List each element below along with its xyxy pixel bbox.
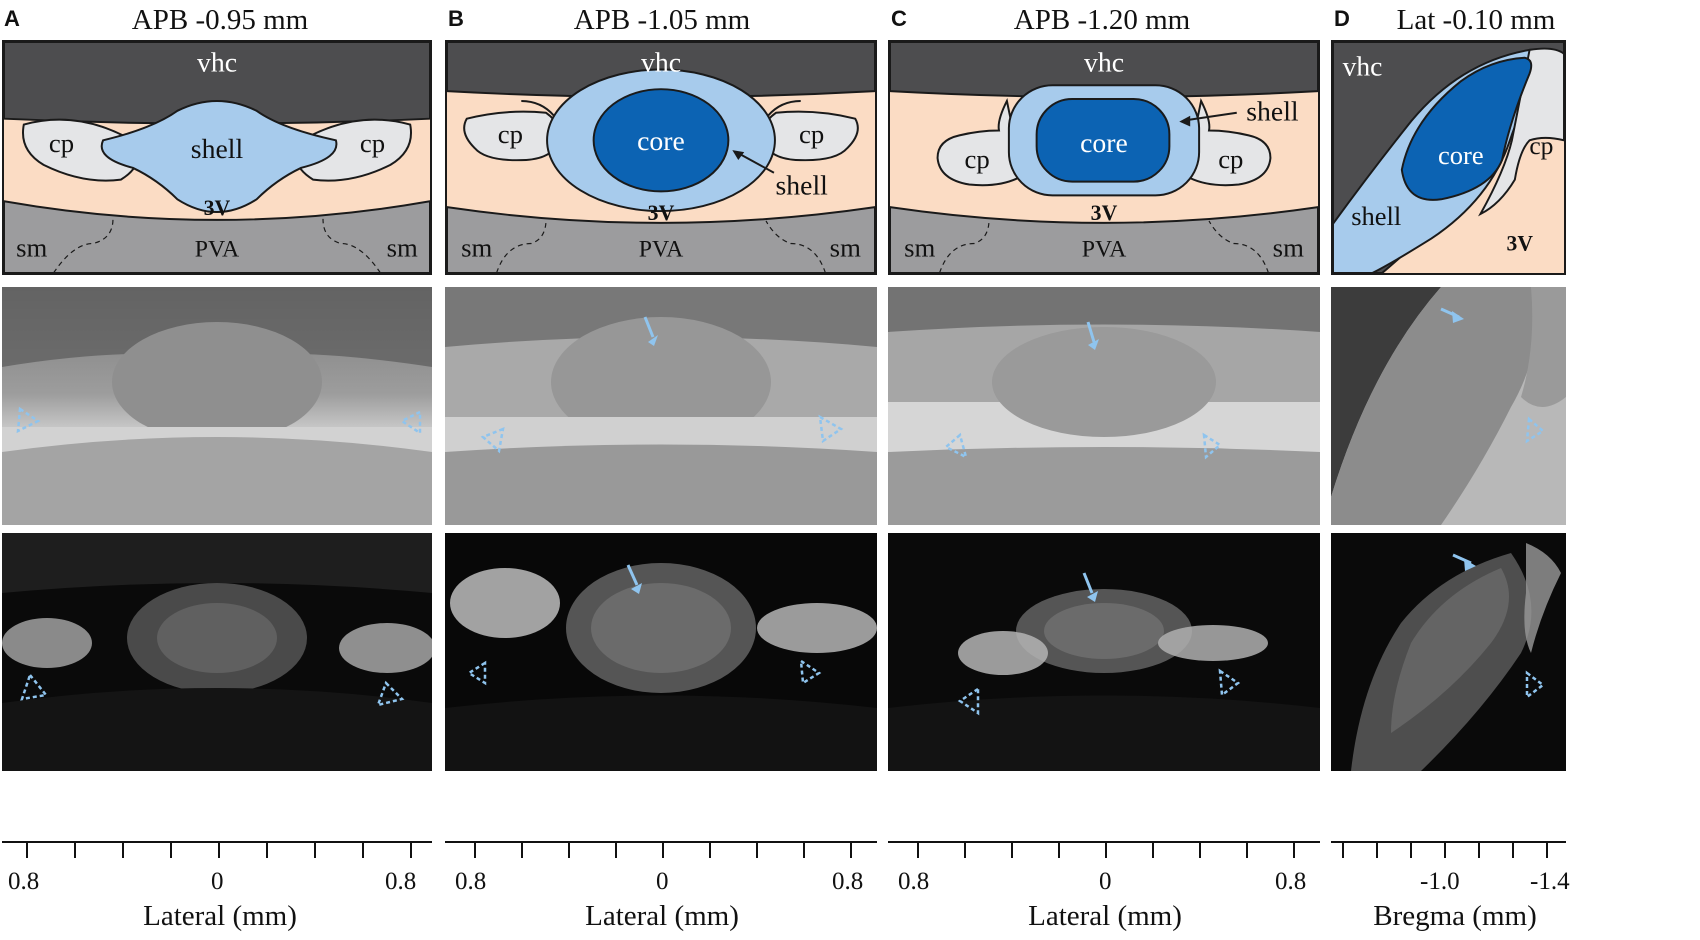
label-3v: 3V xyxy=(648,201,675,225)
label-pva: PVA xyxy=(1082,236,1126,262)
tick-label-a-left: 0.8 xyxy=(8,868,40,895)
label-sm-left: sm xyxy=(16,232,47,262)
label-pva: PVA xyxy=(195,236,239,262)
axis-title-c: Lateral (mm) xyxy=(1028,900,1182,932)
label-sm-right: sm xyxy=(387,232,418,262)
label-3v: 3V xyxy=(1091,201,1118,225)
dic-image-a xyxy=(2,287,432,525)
label-vhc: vhc xyxy=(197,47,237,78)
axis-b xyxy=(445,840,877,870)
tick-label-a-right: 0.8 xyxy=(385,868,417,895)
panel-letter-a: A xyxy=(4,6,20,31)
fluorescence-image-b xyxy=(445,533,877,771)
fluorescence-image-c xyxy=(888,533,1320,771)
label-core: core xyxy=(637,125,685,156)
axis-title-b: Lateral (mm) xyxy=(585,900,739,932)
dic-image-d xyxy=(1331,287,1566,525)
label-cp: cp xyxy=(1529,131,1553,160)
label-shell: shell xyxy=(1351,201,1401,231)
label-cp-right: cp xyxy=(799,119,824,149)
tick-label-c-center: 0 xyxy=(1099,868,1112,895)
label-cp-left: cp xyxy=(498,119,523,149)
panel-title-b: APB -1.05 mm xyxy=(573,4,751,36)
tick-label-b-center: 0 xyxy=(656,868,669,895)
schematic-d: vhc core cp shell 3V xyxy=(1331,40,1566,275)
tick-label-a-center: 0 xyxy=(211,868,224,895)
label-cp-left: cp xyxy=(965,144,990,174)
label-vhc: vhc xyxy=(1084,47,1124,78)
axis-title-a: Lateral (mm) xyxy=(143,900,297,932)
label-vhc: vhc xyxy=(641,47,681,78)
axis-d xyxy=(1331,840,1566,870)
label-3v: 3V xyxy=(1507,231,1534,255)
panel-letter-d: D xyxy=(1334,6,1350,31)
tick-label-d-right: -1.4 xyxy=(1530,868,1570,895)
schematic-c: vhc cp cp core shell 3V sm PVA sm xyxy=(888,40,1320,275)
label-sm-left: sm xyxy=(904,232,935,262)
label-core: core xyxy=(1080,127,1128,158)
label-sm-right: sm xyxy=(830,232,861,262)
label-sm-right: sm xyxy=(1273,232,1304,262)
panel-title-a: APB -0.95 mm xyxy=(131,4,309,36)
label-core: core xyxy=(1438,140,1484,170)
axis-title-d: Bregma (mm) xyxy=(1373,900,1537,932)
panel-letter-b: B xyxy=(448,6,464,31)
axis-c xyxy=(888,840,1320,870)
panel-letter-c: C xyxy=(891,6,907,31)
label-shell: shell xyxy=(775,169,828,200)
label-cp-right: cp xyxy=(360,128,385,158)
fluorescence-image-d xyxy=(1331,533,1566,771)
schematic-a: vhc cp cp shell 3V sm PVA sm xyxy=(2,40,432,275)
tick-label-c-left: 0.8 xyxy=(898,868,930,895)
panel-title-c: APB -1.20 mm xyxy=(1013,4,1191,36)
label-cp-left: cp xyxy=(49,128,74,158)
dic-image-b xyxy=(445,287,877,525)
label-shell: shell xyxy=(1246,96,1299,127)
schematic-b: vhc cp cp core shell 3V sm PVA sm xyxy=(445,40,877,275)
label-pva: PVA xyxy=(639,236,683,262)
label-sm-left: sm xyxy=(461,232,492,262)
dic-image-c xyxy=(888,287,1320,525)
label-vhc: vhc xyxy=(1343,50,1383,81)
tick-label-d-left: -1.0 xyxy=(1420,868,1460,895)
fluorescence-image-a xyxy=(2,533,432,771)
panel-title-d: Lat -0.10 mm xyxy=(1396,4,1556,36)
tick-label-b-left: 0.8 xyxy=(455,868,487,895)
tick-label-b-right: 0.8 xyxy=(832,868,864,895)
label-3v: 3V xyxy=(204,196,231,220)
axis-a xyxy=(2,840,432,870)
tick-label-c-right: 0.8 xyxy=(1275,868,1307,895)
label-shell: shell xyxy=(191,133,244,164)
label-cp-right: cp xyxy=(1218,144,1243,174)
